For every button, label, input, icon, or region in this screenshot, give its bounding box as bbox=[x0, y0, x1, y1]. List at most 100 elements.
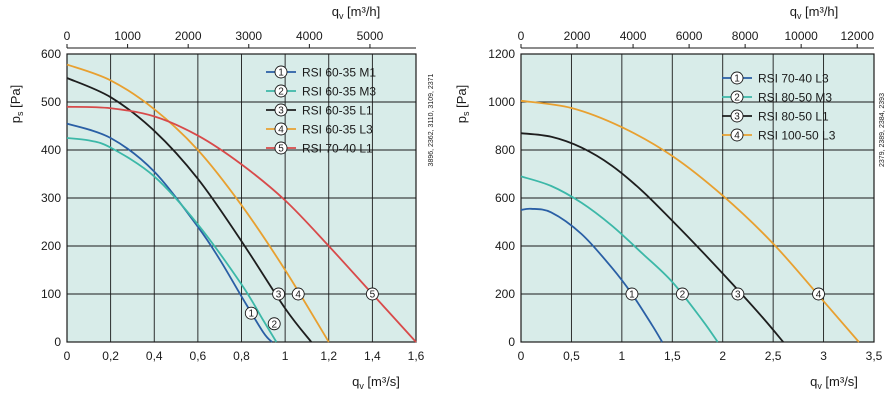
legend-entry: RSI 80-50 L1 bbox=[758, 110, 829, 124]
y-tick-label: 400 bbox=[41, 143, 61, 157]
legend-entry: RSI 70-40 L1 bbox=[302, 142, 373, 156]
curve-marker-5 bbox=[365, 287, 379, 301]
legend-entry: RSI 60-35 L3 bbox=[302, 123, 373, 137]
legend-entry: RSI 70-40 L3 bbox=[758, 72, 829, 86]
x-tick-label: 2 bbox=[719, 349, 726, 363]
x-tick-label: 0 bbox=[518, 349, 525, 363]
series-line-3 bbox=[520, 132, 784, 343]
x-tick-label: 1,4 bbox=[364, 349, 381, 363]
x-tick-label: 2,5 bbox=[765, 349, 782, 363]
curve-marker-2 bbox=[675, 287, 689, 301]
legend-marker-label: 4 bbox=[734, 131, 740, 142]
x-tick-label: 0,8 bbox=[233, 349, 250, 363]
legend-marker-label: 4 bbox=[278, 125, 284, 136]
side-note: 3896, 2362, 3110, 3109, 2371 bbox=[428, 73, 435, 166]
curve-marker-2 bbox=[267, 317, 281, 331]
y-tick-label: 600 bbox=[495, 191, 515, 205]
series-line-5 bbox=[66, 105, 417, 343]
x-tick-label: 0,6 bbox=[190, 349, 207, 363]
y-tick-label: 0 bbox=[508, 335, 515, 349]
legend-entry: RSI 60-35 M3 bbox=[302, 85, 376, 99]
y-tick-label: 1000 bbox=[488, 95, 515, 109]
legend-marker-label: 3 bbox=[278, 106, 284, 117]
x-tick-label: 1,5 bbox=[664, 349, 681, 363]
x-tick-label: 1,2 bbox=[320, 349, 337, 363]
legend-entry: RSI 60-35 M1 bbox=[302, 66, 376, 80]
x2-tick-label: 10000 bbox=[784, 29, 818, 43]
x2-tick-label: 0 bbox=[64, 29, 71, 43]
y-tick-label: 800 bbox=[495, 143, 515, 157]
x-tick-label: 1 bbox=[282, 349, 289, 363]
curve-marker-label: 2 bbox=[680, 290, 686, 301]
x2-tick-label: 5000 bbox=[357, 29, 384, 43]
curve-marker-3 bbox=[731, 287, 745, 301]
legend-marker bbox=[730, 90, 744, 104]
legend-marker bbox=[274, 103, 288, 117]
y-tick-label: 200 bbox=[41, 239, 61, 253]
y-axis-title: ps [Pa] bbox=[454, 85, 471, 123]
x-tick-label: 0,2 bbox=[102, 349, 119, 363]
y-tick-label: 600 bbox=[41, 47, 61, 61]
curve-marker-label: 3 bbox=[735, 290, 741, 301]
x-tick-label: 0,4 bbox=[146, 349, 163, 363]
legend-marker bbox=[274, 122, 288, 136]
x2-tick-label: 2000 bbox=[564, 29, 591, 43]
side-note: 2379, 2389, 2384, 2393 bbox=[879, 93, 886, 167]
x-tick-label: 0 bbox=[64, 349, 71, 363]
x2-tick-label: 0 bbox=[518, 29, 525, 43]
y-tick-label: 1200 bbox=[488, 47, 515, 61]
curve-marker-1 bbox=[625, 287, 639, 301]
legend-marker bbox=[274, 84, 288, 98]
legend-marker bbox=[730, 71, 744, 85]
legend-entry: RSI 100-50 L3 bbox=[758, 129, 836, 143]
x-tick-label: 0,5 bbox=[563, 349, 580, 363]
curve-marker-label: 3 bbox=[276, 290, 282, 301]
x2-tick-label: 3000 bbox=[235, 29, 262, 43]
legend-entry: RSI 60-35 L1 bbox=[302, 104, 373, 118]
curve-marker-label: 2 bbox=[271, 319, 277, 330]
legend-marker bbox=[274, 65, 288, 79]
y-tick-label: 500 bbox=[41, 95, 61, 109]
y-tick-label: 200 bbox=[495, 287, 515, 301]
legend-marker-label: 2 bbox=[278, 87, 284, 98]
series-line-4 bbox=[66, 63, 330, 343]
plot-frame bbox=[66, 53, 417, 343]
series-line-1 bbox=[66, 122, 273, 343]
x-tick-label: 1,6 bbox=[408, 349, 425, 363]
x2-tick-label: 4000 bbox=[620, 29, 647, 43]
curve-marker-4 bbox=[812, 287, 825, 301]
curve-marker-4 bbox=[291, 287, 305, 301]
legend-marker-label: 1 bbox=[278, 68, 284, 79]
x2-tick-label: 4000 bbox=[296, 29, 323, 43]
curve-marker-3 bbox=[272, 287, 286, 301]
legend-marker bbox=[730, 128, 744, 142]
curve-marker-1 bbox=[244, 306, 258, 320]
curve-marker-label: 1 bbox=[249, 309, 255, 320]
y-tick-label: 400 bbox=[495, 239, 515, 253]
series-line-3 bbox=[66, 77, 313, 343]
y-tick-label: 100 bbox=[41, 287, 61, 301]
curve-marker-label: 5 bbox=[370, 290, 376, 301]
x2-tick-label: 1000 bbox=[114, 29, 141, 43]
x2-tick-label: 6000 bbox=[676, 29, 703, 43]
series-line-2 bbox=[66, 137, 278, 343]
x-axis-title: qv [m³/s] bbox=[352, 374, 400, 391]
legend-marker-label: 5 bbox=[278, 144, 284, 155]
x2-axis-title: qv [m³/h] bbox=[332, 4, 381, 21]
y-tick-label: 300 bbox=[41, 191, 61, 205]
legend-marker-label: 2 bbox=[734, 93, 740, 104]
x2-tick-label: 2000 bbox=[175, 29, 202, 43]
x-tick-label: 3,5 bbox=[866, 349, 883, 363]
legend-marker bbox=[274, 141, 288, 155]
x2-tick-label: 8000 bbox=[732, 29, 759, 43]
y-tick-label: 0 bbox=[54, 335, 61, 349]
x-tick-label: 3 bbox=[820, 349, 827, 363]
legend-marker-label: 3 bbox=[734, 112, 740, 123]
legend-marker-label: 1 bbox=[734, 74, 740, 85]
curve-marker-label: 1 bbox=[629, 290, 635, 301]
x2-axis-title: qv [m³/h] bbox=[790, 4, 839, 21]
curve-marker-label: 4 bbox=[816, 290, 822, 301]
